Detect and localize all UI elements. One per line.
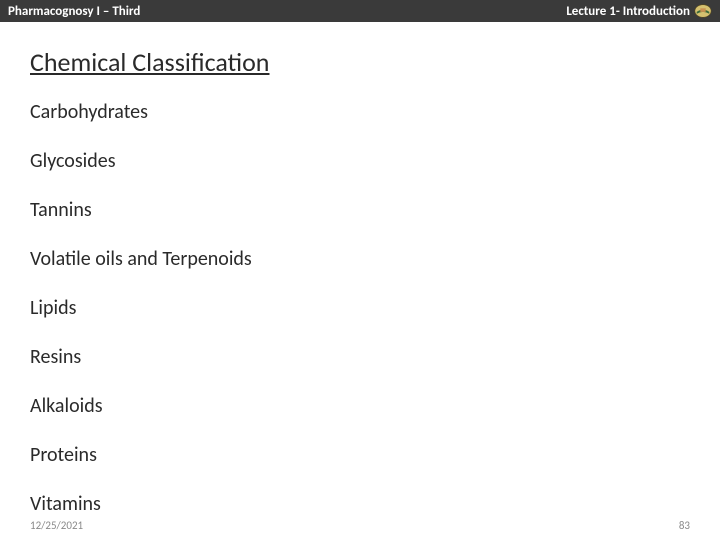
list-item: Volatile oils and Terpenoids (30, 247, 690, 271)
list-item: Vitamins (30, 492, 690, 516)
header-right-text: Lecture 1- Introduction (566, 4, 690, 19)
footer-date: 12/25/2021 (30, 519, 83, 532)
slide-content: Chemical Classification Carbohydrates Gl… (0, 22, 720, 516)
page-title: Chemical Classification (30, 46, 690, 78)
list-item: Tannins (30, 198, 690, 222)
list-item: Resins (30, 345, 690, 369)
header-bar: Pharmacognosy I – Third Lecture 1- Intro… (0, 0, 720, 22)
header-left: Pharmacognosy I – Third (8, 4, 140, 19)
header-right: Lecture 1- Introduction (566, 2, 712, 20)
list-item: Alkaloids (30, 394, 690, 418)
list-item: Carbohydrates (30, 100, 690, 124)
logo-icon (694, 2, 712, 20)
footer: 12/25/2021 83 (0, 519, 720, 532)
list-item: Lipids (30, 296, 690, 320)
list-item: Glycosides (30, 149, 690, 173)
footer-page: 83 (679, 519, 690, 532)
list-item: Proteins (30, 443, 690, 467)
